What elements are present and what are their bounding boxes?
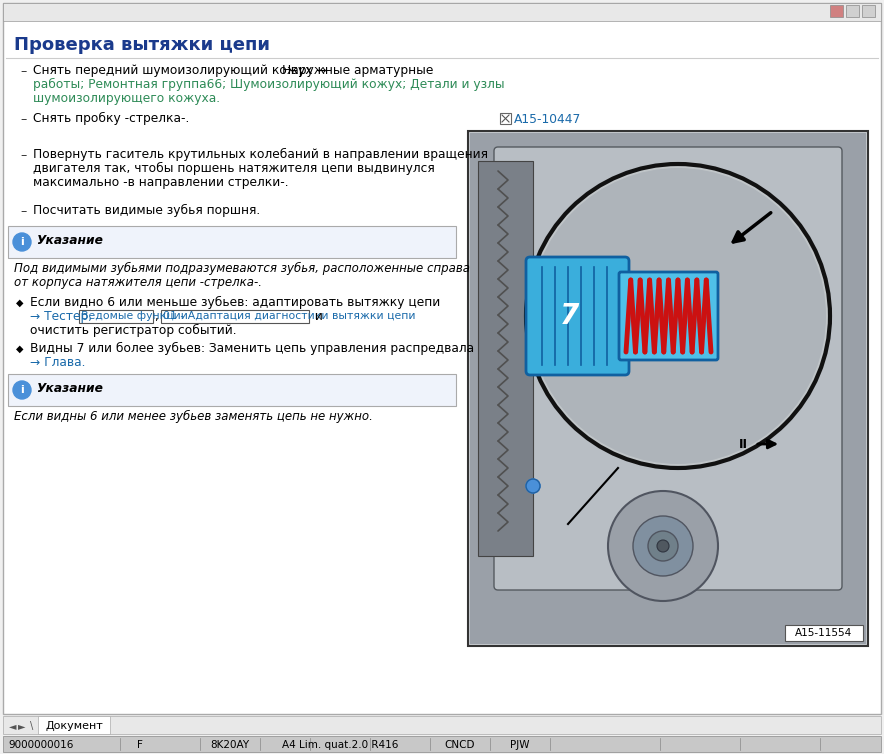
Bar xyxy=(470,133,866,644)
Text: Если видно 6 или меньше зубьев: адаптировать вытяжку цепи: Если видно 6 или меньше зубьев: адаптиро… xyxy=(30,296,440,309)
Circle shape xyxy=(526,164,830,468)
Circle shape xyxy=(657,540,669,552)
Bar xyxy=(846,5,859,17)
FancyBboxPatch shape xyxy=(619,272,718,360)
Circle shape xyxy=(648,531,678,561)
Text: → Тестер,: → Тестер, xyxy=(30,310,96,323)
Text: Проверка вытяжки цепи: Проверка вытяжки цепи xyxy=(14,36,270,54)
Bar xyxy=(79,310,153,323)
Bar xyxy=(3,716,881,734)
Circle shape xyxy=(13,233,31,251)
Text: 8K20AY: 8K20AY xyxy=(210,740,249,750)
Bar xyxy=(830,5,843,17)
Text: PJW: PJW xyxy=(510,740,530,750)
Text: Под видимыми зубьями подразумеваются зубья, расположенные справа: Под видимыми зубьями подразумеваются зуб… xyxy=(14,262,470,275)
Text: от корпуса натяжителя цепи -стрелка-.: от корпуса натяжителя цепи -стрелка-. xyxy=(14,276,262,289)
Text: двигателя так, чтобы поршень натяжителя цепи выдвинулся: двигателя так, чтобы поршень натяжителя … xyxy=(33,162,435,175)
Text: –: – xyxy=(20,65,27,78)
Text: и: и xyxy=(311,310,323,323)
Text: Снять передний шумоизолирующий кожух →: Снять передний шумоизолирующий кожух → xyxy=(33,64,331,77)
Text: ◄: ◄ xyxy=(9,721,17,731)
Text: Видны 7 или более зубьев: Заменить цепь управления распредвала: Видны 7 или более зубьев: Заменить цепь … xyxy=(30,342,474,355)
Text: 7: 7 xyxy=(560,302,579,330)
Text: работы; Ремонтная группа66; Шумоизолирующий кожух; Детали и узлы: работы; Ремонтная группа66; Шумоизолирую… xyxy=(33,78,505,91)
Circle shape xyxy=(526,479,540,493)
Circle shape xyxy=(633,516,693,576)
Bar xyxy=(3,736,881,752)
Text: A4 Lim. quat.2.0 R416: A4 Lim. quat.2.0 R416 xyxy=(282,740,398,750)
Text: Указание: Указание xyxy=(36,234,103,247)
Text: –: – xyxy=(20,149,27,162)
Bar xyxy=(8,226,456,258)
Text: шумоизолирующего кожуха.: шумоизолирующего кожуха. xyxy=(33,92,220,105)
Text: i: i xyxy=(20,385,24,395)
Bar xyxy=(785,625,863,641)
Bar xyxy=(3,3,881,21)
Text: II: II xyxy=(738,437,748,450)
Bar xyxy=(468,131,868,646)
Circle shape xyxy=(13,381,31,399)
Text: ►: ► xyxy=(18,721,26,731)
Bar xyxy=(38,716,110,734)
Text: F: F xyxy=(137,740,143,750)
Text: –: – xyxy=(20,205,27,218)
Text: 9000000016: 9000000016 xyxy=(8,740,73,750)
Text: Если видны 6 или менее зубьев заменять цепь не нужно.: Если видны 6 или менее зубьев заменять ц… xyxy=(14,410,373,423)
Bar xyxy=(478,161,533,556)
Text: 01 - Адаптация диагностики вытяжки цепи: 01 - Адаптация диагностики вытяжки цепи xyxy=(163,311,415,321)
Text: \: \ xyxy=(30,721,34,731)
Text: A15-11554: A15-11554 xyxy=(796,628,853,638)
Text: Ведомые функции: Ведомые функции xyxy=(81,311,188,321)
Text: ◆: ◆ xyxy=(16,298,24,308)
Text: Снять пробку -стрелка-.: Снять пробку -стрелка-. xyxy=(33,112,189,125)
Text: i: i xyxy=(20,237,24,247)
Circle shape xyxy=(530,168,826,464)
Text: ,: , xyxy=(155,310,163,323)
Bar xyxy=(8,374,456,406)
Text: CNCD: CNCD xyxy=(445,740,476,750)
Text: –: – xyxy=(20,113,27,126)
Bar xyxy=(161,310,309,323)
Text: Указание: Указание xyxy=(36,382,103,395)
Circle shape xyxy=(608,491,718,601)
Text: A15-10447: A15-10447 xyxy=(514,113,582,126)
Text: → Глава.: → Глава. xyxy=(30,356,86,369)
Text: максимально -в направлении стрелки-.: максимально -в направлении стрелки-. xyxy=(33,176,288,189)
Text: Повернуть гаситель крутильных колебаний в направлении вращения: Повернуть гаситель крутильных колебаний … xyxy=(33,148,488,161)
FancyBboxPatch shape xyxy=(526,257,629,375)
Text: Наружные арматурные: Наружные арматурные xyxy=(282,64,433,77)
Bar xyxy=(862,5,875,17)
Text: Документ: Документ xyxy=(45,721,103,731)
Text: очистить регистратор событий.: очистить регистратор событий. xyxy=(30,324,237,337)
Text: Посчитать видимые зубья поршня.: Посчитать видимые зубья поршня. xyxy=(33,204,260,217)
Bar xyxy=(500,113,511,124)
FancyBboxPatch shape xyxy=(494,147,842,590)
Text: ◆: ◆ xyxy=(16,344,24,354)
